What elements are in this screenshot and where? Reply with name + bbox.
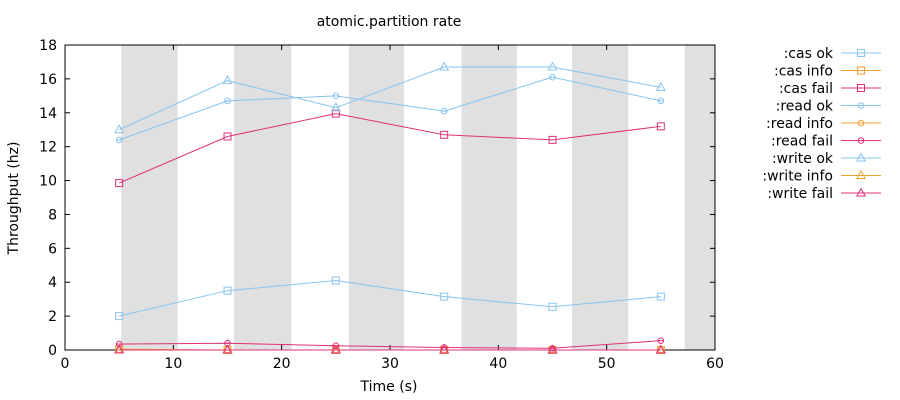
data-point [331,109,340,118]
legend-item: :write ok [772,151,881,167]
legend-item: :write fail [767,186,881,202]
series-line [119,340,661,349]
legend-item: :read ok [776,99,881,115]
legend-item: :cas info [774,64,881,80]
series-layer [114,61,666,354]
data-point [548,302,557,311]
partition-band [234,45,292,350]
y-tick-label: 16 [39,72,57,88]
x-tick-label: 0 [61,356,70,372]
y-tick-label: 0 [48,343,57,359]
series-line [118,66,661,131]
y-tick-label: 8 [48,207,57,223]
series-line [118,76,661,141]
data-point [223,132,232,141]
data-point [439,344,450,354]
legend: :cas ok :cas info:cas fail :read ok:read i… [762,46,881,202]
y-tick-label: 10 [39,174,57,190]
series-line [118,113,661,184]
legend-label: :write ok [772,151,834,167]
data-point [115,136,123,144]
data-point [222,75,233,85]
y-tick-label: 18 [39,38,57,54]
legend-label: :cas ok [784,46,834,62]
data-point [655,81,666,91]
legend-item: :cas fail [779,81,881,97]
data-point [331,276,340,285]
legend-label: :cas info [774,64,833,80]
data-point [330,344,341,354]
series-write-fail [114,344,666,354]
data-point [549,73,556,81]
legend-marker [855,169,867,179]
legend-label: :write fail [767,186,833,202]
data-point [114,344,125,354]
y-tick-label: 14 [39,106,57,122]
data-point [115,179,124,188]
x-tick-label: 40 [489,356,507,372]
data-point [655,344,666,354]
chart-title: atomic.partition rate [317,14,462,30]
data-point [332,92,340,100]
data-point [115,340,123,348]
x-tick-label: 30 [381,356,399,372]
legend-marker [857,49,865,57]
legend-label: :cas fail [779,81,833,97]
legend-item: :read info [766,116,881,132]
data-point [114,124,125,134]
data-point [547,61,558,71]
data-point [223,286,232,295]
y-tick-label: 2 [48,309,57,325]
partition-band [121,45,178,350]
legend-label: :read ok [776,99,834,115]
legend-label: :write info [762,169,833,185]
legend-marker [855,187,867,197]
data-point [547,344,558,354]
data-point [657,97,665,105]
series-cas-ok [115,276,665,321]
legend-item: :write info [762,169,881,185]
x-tick-label: 60 [706,356,724,372]
data-point [656,292,665,301]
series-line [119,280,661,317]
legend-label: :read info [766,116,833,132]
legend-item: :read fail [771,134,881,150]
data-point [440,130,449,139]
partition-band [684,45,715,350]
partition-band [572,45,629,350]
data-point [656,122,665,131]
partition-band [348,45,405,350]
legend-marker [855,152,867,162]
data-point [330,102,341,112]
legend-marker [857,66,865,75]
y-tick-label: 4 [48,275,57,291]
series-read-ok [115,73,665,144]
series-cas-fail [115,109,665,188]
legend-marker [857,137,865,144]
data-point [224,97,231,105]
partition-shading [121,45,715,350]
legend-marker [857,119,865,127]
data-point [440,107,448,115]
x-tick-label: 50 [598,356,616,372]
data-point [115,312,124,321]
data-point [222,344,233,354]
legend-marker [857,102,865,109]
data-point [440,292,449,301]
data-point [439,61,450,71]
y-tick-label: 12 [39,140,57,156]
y-axis-label: Throughput (hz) [6,142,22,256]
x-tick-label: 10 [164,356,182,372]
legend-marker [857,84,865,92]
x-tick-label: 20 [273,356,291,372]
data-point [548,135,557,144]
series-write-ok [114,61,666,134]
data-point [657,337,665,344]
y-tick-label: 6 [48,241,57,257]
legend-label: :read fail [771,134,833,150]
x-axis-label: Time (s) [360,379,418,395]
legend-item: :cas ok [784,46,881,62]
